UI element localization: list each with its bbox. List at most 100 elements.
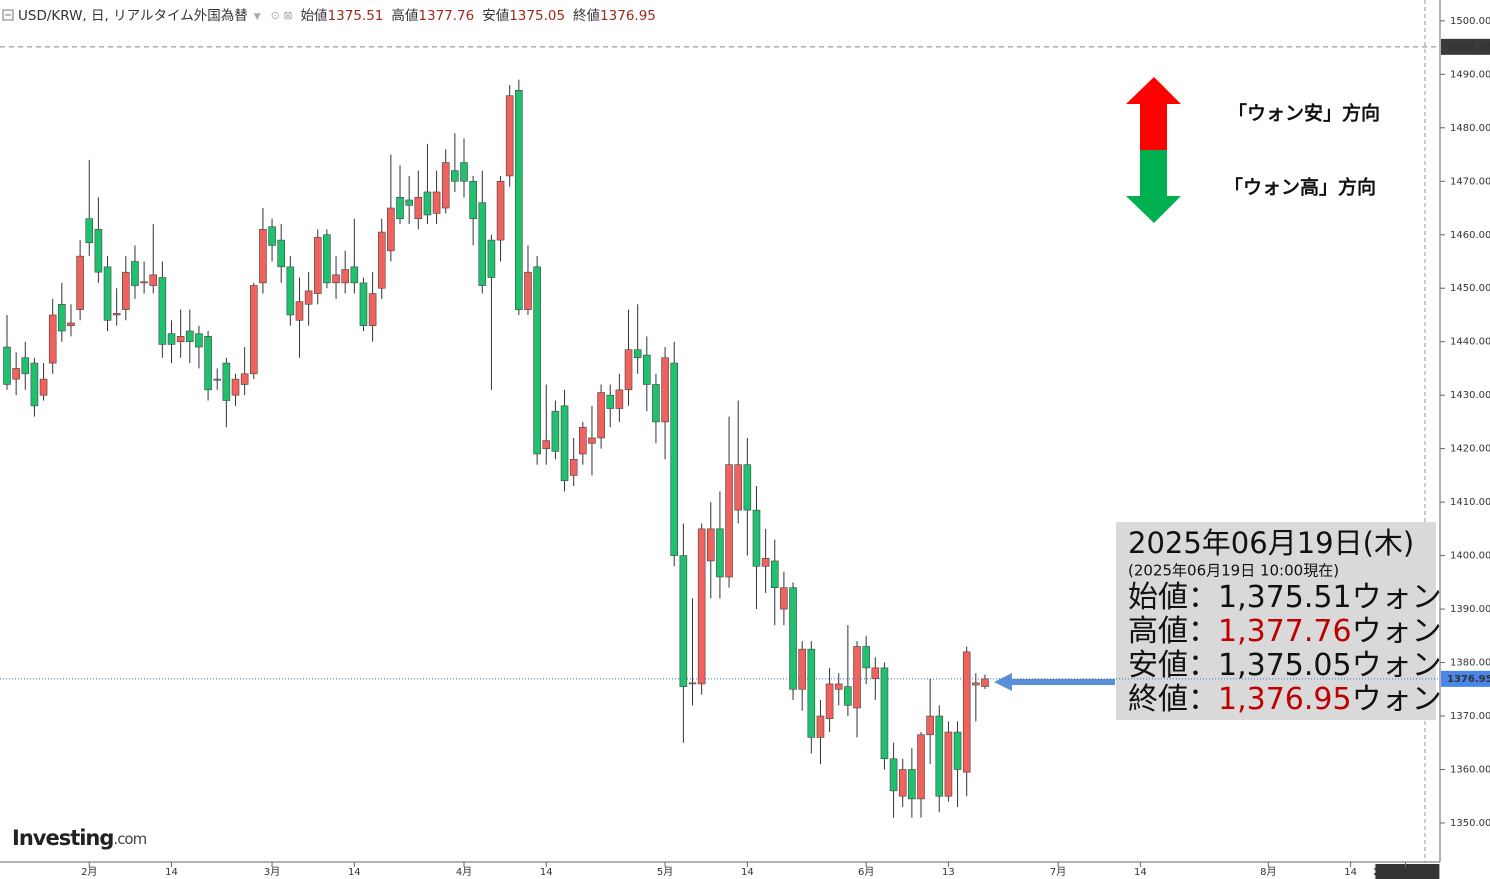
- candle-body: [853, 646, 861, 709]
- candle-body: [67, 322, 75, 326]
- candle-body: [661, 357, 669, 423]
- info-row: 終値：1,376.95ウォン: [1128, 682, 1442, 717]
- candle-body: [908, 769, 916, 800]
- candle-body: [277, 239, 286, 268]
- candle-body: [770, 560, 779, 588]
- info-row-unit: ウォン: [1352, 682, 1442, 717]
- candle-body: [103, 266, 112, 321]
- candle-body: [122, 271, 130, 310]
- x-tick-label: 2月: [81, 866, 97, 878]
- candle-body: [542, 440, 551, 449]
- candle-body: [48, 314, 57, 364]
- x-tick-label: 14: [540, 867, 553, 878]
- candle-body: [460, 162, 468, 182]
- candle-body: [441, 162, 450, 209]
- collapse-icon[interactable]: [2, 9, 14, 21]
- candle-body: [478, 202, 487, 286]
- candle-body: [323, 234, 331, 284]
- y-tick-label: 1470.00: [1450, 176, 1490, 187]
- y-tick-label: 1420.00: [1450, 444, 1490, 455]
- y-tick-label: 1400.00: [1450, 551, 1490, 562]
- candle-body: [862, 646, 870, 669]
- candle-body: [396, 197, 404, 220]
- y-tick-label: 1370.00: [1450, 711, 1490, 722]
- candle-body: [414, 197, 423, 220]
- candle-body: [85, 218, 94, 244]
- candle-body: [249, 285, 258, 375]
- info-row-label: 高値：: [1128, 614, 1218, 649]
- candle-body: [670, 362, 679, 556]
- candle-body: [716, 528, 724, 578]
- candle-body: [222, 362, 231, 401]
- candle-body: [131, 261, 139, 286]
- header-symbol: USD/KRW, 日, リアルタイム外国為替: [18, 8, 248, 24]
- x-tick-label: 6月: [858, 866, 874, 878]
- x-tick-label: 2025-08-26: [1373, 867, 1437, 878]
- candle-body: [752, 509, 761, 567]
- pointer-arrow-head: [994, 673, 1012, 691]
- x-tick-label: 14: [1134, 867, 1147, 878]
- x-tick-label: 7月: [1050, 866, 1066, 878]
- y-tick-label: 1460.00: [1450, 230, 1490, 241]
- info-date: 2025年06月19日(木): [1128, 526, 1414, 560]
- x-tick-label: 14: [741, 867, 754, 878]
- candle-body: [313, 237, 322, 294]
- candle-body: [588, 437, 596, 444]
- candle-body: [734, 464, 743, 511]
- y-tick-label: 1350.00: [1450, 818, 1490, 829]
- price-label-box: [1441, 38, 1490, 55]
- candle-body: [624, 349, 633, 391]
- candle-body: [451, 170, 459, 182]
- candle-body: [167, 333, 176, 345]
- y-tick-label: 1480.00: [1450, 123, 1490, 134]
- candle-body: [633, 349, 642, 359]
- x-tick-label: 8月: [1260, 866, 1276, 878]
- info-row-unit: ウォン: [1352, 614, 1442, 649]
- candle-body: [176, 336, 185, 342]
- candle-body: [560, 405, 569, 482]
- candle-body: [825, 683, 834, 719]
- candle-body: [597, 392, 605, 439]
- candle-body: [515, 90, 523, 310]
- y-tick-label: 1500.00: [1450, 16, 1490, 27]
- candle-body: [533, 266, 541, 455]
- candle-body: [186, 330, 194, 342]
- info-row: 安値：1,375.05ウォン: [1128, 648, 1442, 683]
- candle-body: [268, 226, 276, 246]
- candle-body: [487, 239, 496, 278]
- candle-body: [725, 464, 733, 578]
- arrow-up-label: 「ウォン安」方向: [1228, 102, 1380, 125]
- candle-body: [807, 648, 816, 738]
- candle-body: [12, 368, 20, 380]
- x-tick-label: 3月: [264, 866, 280, 878]
- price-label: 1376.95: [1447, 674, 1490, 685]
- candle-body: [496, 180, 505, 241]
- header-field-value: 1376.95: [600, 8, 656, 24]
- candle-body: [240, 373, 249, 385]
- info-row: 始値：1,375.51ウォン: [1128, 580, 1442, 615]
- header-field-value: 1375.05: [509, 8, 565, 24]
- logo-name: Investing: [12, 826, 113, 850]
- header-field-label: 安値: [482, 8, 509, 24]
- candle-body: [615, 389, 624, 409]
- candle-body: [798, 648, 806, 690]
- candle-body: [140, 281, 148, 284]
- candle-body: [962, 651, 971, 773]
- candle-body: [834, 683, 843, 690]
- y-tick-label: 1450.00: [1450, 283, 1490, 294]
- candle-body: [30, 362, 39, 407]
- candle-body: [332, 274, 340, 284]
- header-field-label: 始値: [301, 8, 328, 24]
- candle-body: [706, 528, 715, 562]
- candle-body: [679, 555, 688, 687]
- info-row-label: 始値：: [1128, 580, 1218, 615]
- candle-body: [917, 734, 925, 800]
- candle-body: [39, 378, 48, 396]
- y-tick-label: 1390.00: [1450, 604, 1490, 615]
- candle-body: [259, 229, 267, 284]
- info-row: 高値：1,377.76ウォン: [1128, 614, 1442, 649]
- candle-body: [524, 271, 532, 310]
- candle-body: [112, 313, 121, 316]
